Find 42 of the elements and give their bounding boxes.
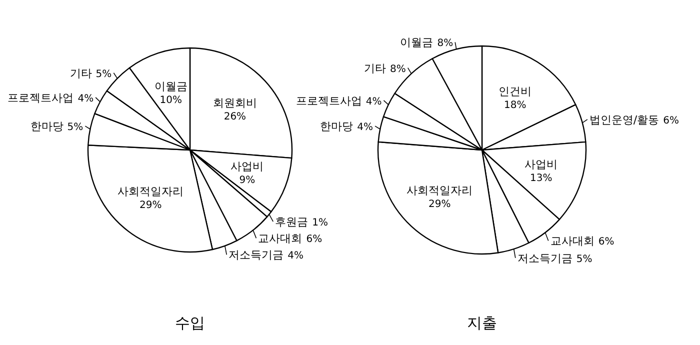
slice-label: 이월금: [400, 36, 434, 50]
data-label: 29%: [140, 200, 162, 211]
slice-label: 저소득기금: [517, 252, 572, 265]
text: 수입: [175, 314, 205, 332]
data-label: 6%: [598, 236, 614, 248]
data-label: 6%: [663, 115, 679, 126]
slice-label: 후원금: [275, 216, 308, 229]
slice-label: 회원회비: [212, 96, 257, 110]
slice-label: 교사대회: [550, 234, 594, 248]
data-label: 4%: [288, 250, 304, 262]
slice-label: 저소득기금: [228, 248, 284, 262]
slice-label: 기타: [364, 62, 386, 75]
slice-label: 기타: [70, 66, 92, 80]
data-label: 4%: [366, 96, 382, 108]
slice-label: 프로젝트사업: [296, 94, 362, 108]
slice-label: 한마당: [320, 120, 354, 134]
slice-label: 이월금: [154, 80, 188, 93]
data-label: 5%: [67, 122, 84, 134]
data-label: 18%: [504, 100, 526, 112]
data-label: 10%: [160, 94, 182, 106]
slice-label: 사회적일자리: [406, 184, 473, 197]
data-label: 4%: [357, 122, 374, 134]
data-label: 9%: [239, 174, 256, 186]
data-label: 6%: [306, 234, 322, 246]
slice-label: 사회적일자리: [118, 184, 184, 198]
data-label: 29%: [428, 198, 451, 210]
text: 지출: [467, 314, 497, 332]
data-label: 8%: [437, 38, 454, 50]
data-label: 1%: [312, 218, 328, 229]
data-label: 26%: [224, 111, 246, 122]
slice-label: 한마당: [30, 120, 64, 134]
data-label: 4%: [78, 93, 94, 104]
slice-label: 인건비: [498, 85, 532, 98]
slice-label: 사업비: [230, 160, 264, 173]
data-label: 5%: [576, 254, 592, 265]
data-label: 8%: [390, 64, 406, 75]
slice-label: 법인운영/활동: [589, 113, 660, 126]
slice-label: 교사대회: [258, 232, 302, 246]
slice-label: 사업비: [524, 158, 558, 172]
slice-label: 프로젝트사업: [8, 91, 74, 104]
data-label: 13%: [530, 173, 552, 184]
data-label: 5%: [96, 68, 112, 80]
